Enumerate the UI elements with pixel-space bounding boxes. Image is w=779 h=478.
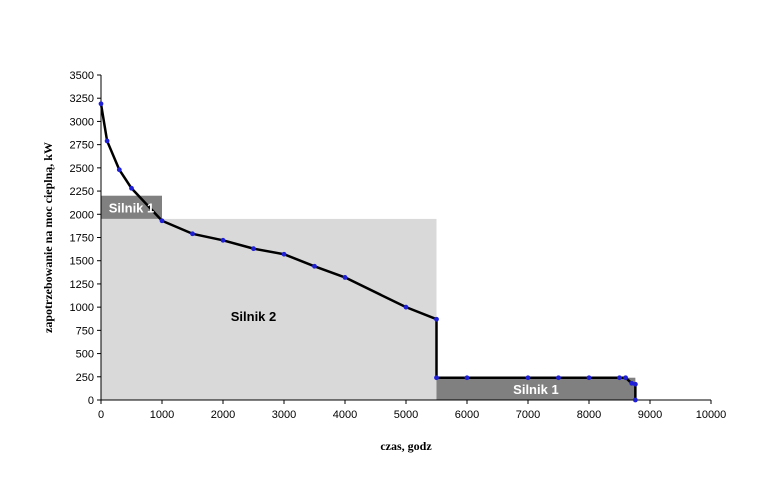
data-point <box>190 231 195 237</box>
y-tick-label: 1000 <box>70 302 94 314</box>
data-point <box>629 380 635 386</box>
x-tick-label: 4000 <box>333 409 357 421</box>
y-tick-label: 1750 <box>70 233 94 245</box>
x-tick-label: 3000 <box>272 409 296 421</box>
region-1 <box>101 218 437 400</box>
region-2 <box>436 377 636 400</box>
series-layer <box>98 101 638 403</box>
data-point <box>220 237 226 243</box>
region-label-2: Silnik 1 <box>513 382 559 397</box>
labels-layer: Silnik 1 Silnik 2 Silnik 1 <box>109 200 559 397</box>
data-point <box>129 185 134 191</box>
y-tick-label: 1250 <box>70 279 94 291</box>
region-0 <box>101 195 162 219</box>
y-tick-label: 250 <box>76 372 94 384</box>
x-tick-label: 7000 <box>516 409 540 421</box>
x-tick-label: 0 <box>98 409 104 421</box>
axes-layer: 0 250 500 750 1000 1250 1500 1750 2000 2250 2500 27… <box>70 70 727 421</box>
data-point <box>104 138 110 144</box>
x-tick-label: 9000 <box>638 409 662 421</box>
y-tick-label: 2500 <box>70 163 94 175</box>
y-tick-label: 750 <box>76 325 94 337</box>
data-point <box>281 251 287 257</box>
data-point <box>342 275 348 280</box>
y-tick-label: 2250 <box>70 186 94 198</box>
y-tick-label: 2750 <box>70 140 94 152</box>
x-tick-label: 8000 <box>577 409 601 421</box>
x-tick-label: 1000 <box>150 409 174 421</box>
data-point <box>116 167 122 173</box>
data-point <box>586 375 592 381</box>
data-point <box>632 381 638 387</box>
data-point <box>434 375 439 381</box>
x-tick-label: 5000 <box>394 409 418 421</box>
x-tick-label: 6000 <box>455 409 479 421</box>
region-label-0: Silnik 1 <box>109 200 155 215</box>
data-point <box>159 218 165 224</box>
y-tick-label: 3250 <box>70 93 94 105</box>
regions-layer <box>101 195 636 400</box>
data-point <box>525 375 531 381</box>
data-point <box>434 316 439 322</box>
data-point <box>464 375 470 381</box>
data-point <box>623 375 628 381</box>
x-tick-label: 2000 <box>211 409 235 421</box>
region-label-1: Silnik 2 <box>231 309 277 324</box>
y-tick-label: 3000 <box>70 116 94 128</box>
data-point <box>403 304 409 310</box>
data-point <box>632 397 638 403</box>
x-axis-title: czas, godz <box>380 439 432 453</box>
data-point <box>556 375 561 381</box>
y-axis-title: zapotrzebowanie na moc cieplną, kW <box>41 142 55 333</box>
data-point <box>98 101 104 107</box>
x-tick-label: 10000 <box>696 409 727 421</box>
y-tick-label: 500 <box>76 349 94 361</box>
data-point <box>617 375 622 381</box>
y-tick-label: 2000 <box>70 209 94 221</box>
data-point <box>251 246 256 252</box>
data-point <box>312 263 317 269</box>
y-tick-label: 0 <box>88 395 94 407</box>
y-tick-label: 1500 <box>70 256 94 268</box>
y-tick-label: 3500 <box>70 70 94 82</box>
